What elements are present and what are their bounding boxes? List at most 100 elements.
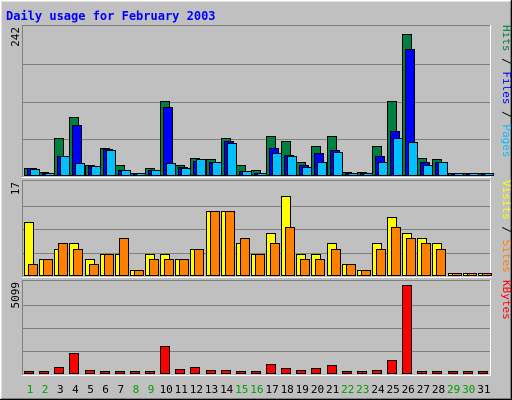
bar-pages-day-29	[454, 173, 464, 176]
bar-kbytes-day-3	[54, 367, 64, 374]
bar-sites-day-6	[104, 254, 114, 276]
chart-panels: 242 Hits / Files / Pages 17 Visits / Sites 5…	[9, 25, 512, 376]
bar-sites-day-11	[179, 259, 189, 276]
bar-kbytes-day-13	[206, 370, 216, 374]
day-label-3: 3	[57, 383, 64, 396]
bar-sites-day-12	[194, 249, 204, 276]
bar-pages-day-18	[287, 156, 297, 176]
bar-pages-day-17	[272, 153, 282, 176]
legend-item-files: Files	[500, 71, 512, 104]
legend-label: KBytes	[500, 280, 512, 320]
bar-kbytes-day-23	[357, 371, 367, 374]
day-label-14: 14	[220, 383, 234, 396]
bar-sites-day-1	[28, 264, 38, 276]
day-label-2: 2	[42, 383, 49, 396]
bar-sites-day-14	[225, 211, 235, 276]
bar-sites-day-30	[467, 273, 477, 276]
y-axis-max-label: 5099	[9, 282, 22, 309]
legend-item-hits: Hits	[500, 25, 512, 52]
day-label-11: 11	[175, 383, 188, 396]
bar-kbytes-day-2	[39, 371, 49, 374]
bar-kbytes-day-31	[478, 371, 488, 374]
bar-sites-day-31	[482, 273, 492, 276]
day-label-21: 21	[326, 383, 339, 396]
bar-pages-day-24	[378, 162, 388, 176]
bar-kbytes-day-28	[432, 371, 442, 374]
chart-title: Daily usage for February 2003	[6, 9, 216, 23]
legend-item-pages: Pages	[500, 124, 512, 157]
bar-pages-day-15	[242, 171, 252, 176]
bar-sites-day-8	[134, 270, 144, 276]
bar-pages-day-12	[196, 159, 206, 176]
bar-sites-day-26	[406, 238, 416, 276]
day-label-28: 28	[432, 383, 445, 396]
legend-item-sites: Sites	[500, 240, 512, 273]
day-label-31: 31	[477, 383, 490, 396]
bar-pages-day-6	[106, 150, 116, 176]
bar-pages-day-28	[438, 162, 448, 176]
day-label-13: 13	[205, 383, 218, 396]
bar-sites-day-9	[149, 259, 159, 276]
day-label-26: 26	[402, 383, 415, 396]
bar-pages-day-3	[60, 156, 70, 176]
bar-sites-day-22	[346, 264, 356, 276]
bar-pages-day-16	[257, 173, 267, 176]
bar-pages-day-5	[91, 166, 101, 176]
bar-sites-day-29	[452, 273, 462, 276]
bar-kbytes-day-6	[100, 371, 110, 374]
series-sites	[28, 211, 492, 276]
bar-pages-day-23	[363, 173, 373, 176]
day-label-27: 27	[417, 383, 430, 396]
bar-kbytes-day-20	[311, 368, 321, 374]
bar-kbytes-day-24	[372, 370, 382, 374]
legend-label: Hits / Files / Pages	[500, 25, 512, 158]
bar-sites-day-10	[164, 259, 174, 276]
bar-pages-day-20	[317, 162, 327, 176]
day-label-15: 15	[235, 383, 248, 396]
bar-kbytes-day-30	[463, 371, 473, 374]
plot-area	[22, 25, 491, 178]
bar-pages-day-21	[333, 152, 343, 176]
bar-kbytes-day-16	[251, 371, 261, 374]
bar-kbytes-day-17	[266, 364, 276, 374]
bar-kbytes-day-1	[24, 371, 34, 374]
day-label-7: 7	[117, 383, 124, 396]
panel-1: 242 Hits / Files / Pages	[9, 25, 512, 178]
legend-item-kbytes: KBytes	[500, 280, 512, 320]
bar-sites-day-19	[300, 259, 310, 276]
day-label-18: 18	[281, 383, 294, 396]
bar-pages-day-1	[30, 169, 40, 176]
bar-kbytes-day-9	[145, 371, 155, 374]
bar-kbytes-day-21	[327, 365, 337, 374]
bar-pages-day-19	[302, 167, 312, 176]
bar-pages-day-25	[393, 138, 403, 176]
day-label-16: 16	[250, 383, 263, 396]
bar-kbytes-day-19	[296, 370, 306, 374]
day-label-20: 20	[311, 383, 324, 396]
day-label-8: 8	[133, 383, 140, 396]
day-label-9: 9	[148, 383, 155, 396]
day-label-10: 10	[160, 383, 173, 396]
bar-kbytes-day-10	[160, 346, 170, 374]
day-label-4: 4	[72, 383, 79, 396]
bar-pages-day-7	[121, 170, 131, 176]
bar-sites-day-23	[361, 270, 371, 276]
bar-kbytes-day-7	[115, 371, 125, 374]
day-label-24: 24	[371, 383, 385, 396]
bar-sites-day-5	[89, 264, 99, 276]
bar-kbytes-day-5	[85, 370, 95, 374]
day-label-30: 30	[462, 383, 475, 396]
bar-sites-day-21	[331, 249, 341, 276]
day-label-25: 25	[386, 383, 399, 396]
panel-3: 5099 KBytes	[9, 280, 512, 376]
bar-sites-day-18	[285, 227, 295, 276]
bar-pages-day-13	[212, 162, 222, 176]
legend-label: Visits / Sites	[500, 180, 512, 273]
bar-kbytes-day-11	[175, 369, 185, 374]
bar-sites-day-7	[119, 238, 129, 276]
bar-kbytes-day-26	[402, 285, 412, 374]
bar-kbytes-day-29	[448, 371, 458, 374]
bar-kbytes-day-18	[281, 368, 291, 374]
bar-sites-day-13	[210, 211, 220, 276]
